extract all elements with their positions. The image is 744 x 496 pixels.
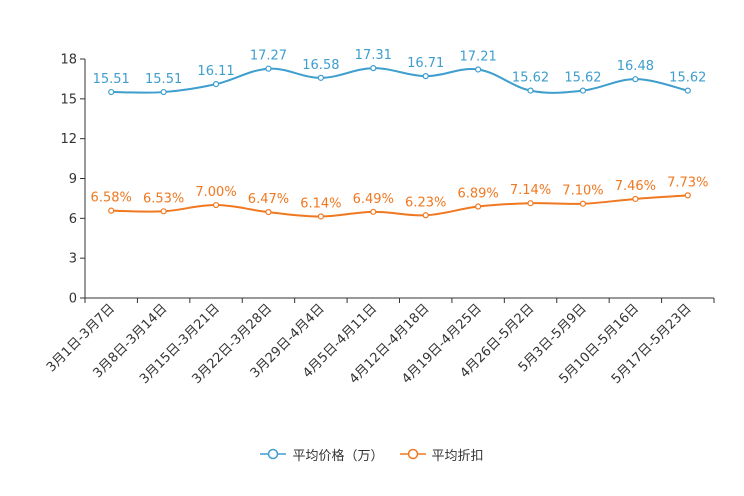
y-axis-ticks: 0 3 6 9 12 15 18 [60, 53, 85, 307]
data-label: 16.58 [302, 58, 339, 73]
data-label: 7.46% [615, 179, 656, 194]
data-point[interactable] [422, 73, 429, 80]
data-point[interactable] [422, 212, 429, 219]
data-label: 6.53% [143, 191, 184, 206]
data-point[interactable] [108, 88, 115, 96]
data-point[interactable] [527, 87, 534, 94]
data-point[interactable] [160, 208, 167, 215]
y-tick-label: 18 [60, 53, 77, 68]
data-label: 17.31 [355, 48, 392, 63]
legend-label-discount: 平均折扣 [431, 448, 484, 464]
y-tick-label: 12 [60, 132, 77, 147]
data-label: 17.27 [250, 49, 287, 64]
data-label: 15.62 [669, 71, 706, 86]
legend-label-price: 平均价格（万） [292, 448, 384, 464]
data-point[interactable] [160, 88, 167, 96]
data-label: 6.49% [353, 192, 394, 207]
data-label: 7.00% [195, 185, 236, 200]
series-0: 15.51 15.51 16.11 17.27 16.58 17.31 16.71 17.21… [93, 48, 706, 96]
data-point[interactable] [265, 65, 272, 72]
data-label: 15.51 [145, 72, 182, 87]
data-point[interactable] [370, 65, 377, 72]
data-point[interactable] [632, 76, 639, 83]
y-tick-label: 15 [60, 92, 77, 107]
legend: 平均价格（万） 平均折扣 [0, 444, 744, 464]
series-1: 6.58% 6.53% 7.00% 6.47% 6.14% 6.49% 6.23% 6.89%… [91, 175, 708, 220]
data-point[interactable] [212, 80, 220, 88]
data-label: 7.14% [510, 183, 551, 198]
data-label: 15.62 [512, 71, 549, 86]
data-label: 7.73% [667, 175, 708, 190]
data-label: 6.89% [457, 187, 498, 202]
data-point[interactable] [684, 192, 691, 199]
y-tick-label: 9 [69, 172, 77, 187]
data-point[interactable] [632, 195, 639, 203]
data-point[interactable] [579, 87, 587, 94]
data-point[interactable] [317, 213, 324, 220]
data-point[interactable] [475, 203, 482, 210]
data-label: 6.58% [91, 191, 132, 206]
series-layer: 15.51 15.51 16.11 17.27 16.58 17.31 16.71 17.21… [91, 48, 708, 220]
y-tick-label: 3 [69, 252, 77, 267]
data-label: 7.10% [562, 184, 603, 199]
data-label: 15.51 [93, 72, 130, 87]
series-line [111, 67, 689, 94]
data-point[interactable] [317, 74, 324, 81]
y-tick-label: 6 [69, 212, 77, 227]
data-point[interactable] [475, 66, 482, 73]
data-label: 6.14% [300, 196, 341, 211]
series-line [111, 194, 688, 218]
y-tick-label: 0 [69, 292, 77, 307]
data-label: 16.48 [617, 59, 654, 74]
data-label: 6.47% [248, 192, 289, 207]
data-label: 16.11 [197, 64, 234, 79]
data-label: 15.62 [564, 71, 601, 86]
data-point[interactable] [265, 208, 272, 216]
data-point[interactable] [212, 201, 220, 209]
x-axis-ticks: 3月1日-3月7日3月8日-3月14日3月15日-3月21日3月22日-3月28… [44, 298, 715, 387]
line-marker-icon [399, 448, 426, 460]
data-label: 16.71 [407, 56, 444, 71]
data-point[interactable] [370, 208, 377, 215]
legend-item-discount[interactable]: 平均折扣 [399, 445, 484, 464]
line-marker-icon [260, 448, 287, 460]
data-point[interactable] [684, 87, 691, 94]
data-label: 6.23% [405, 195, 446, 210]
data-point[interactable] [579, 200, 587, 207]
data-point[interactable] [527, 200, 534, 207]
data-point[interactable] [108, 207, 115, 214]
data-label: 17.21 [460, 49, 497, 64]
legend-item-price[interactable]: 平均价格（万） [260, 445, 384, 464]
